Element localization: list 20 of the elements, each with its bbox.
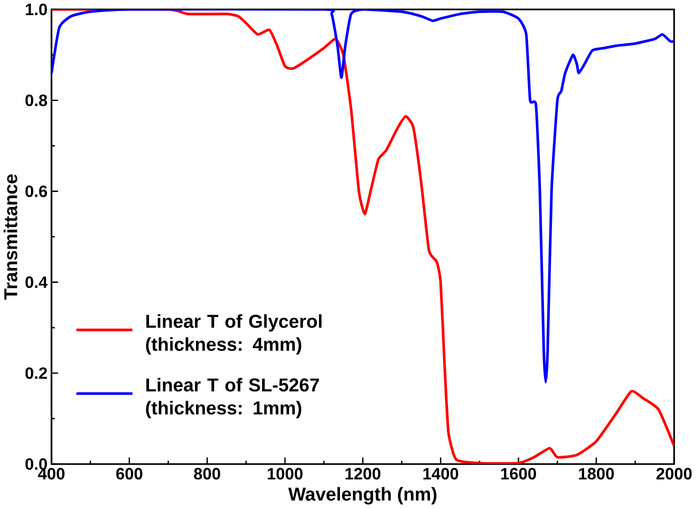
y-axis-title: Transmittance bbox=[4, 174, 18, 300]
y-tick-label: 1.0 bbox=[26, 4, 47, 16]
x-tick-label: 600 bbox=[116, 468, 142, 480]
x-tick-label: 1000 bbox=[268, 468, 303, 480]
line-series bbox=[51, 9, 674, 464]
x-tick-label: 400 bbox=[38, 468, 64, 480]
legend-label: Linear T of SL-5267 (thickness: 1mm) bbox=[146, 378, 319, 418]
legend-label: Linear T of Glycerol (thickness: 4mm) bbox=[146, 314, 322, 355]
y-tick-label: 0.0 bbox=[25, 458, 47, 470]
x-tick-label: 1200 bbox=[346, 468, 380, 480]
x-axis-title: Wavelength (nm) bbox=[288, 487, 436, 504]
y-tick-label: 0.8 bbox=[25, 94, 48, 106]
x-tick-label: 1600 bbox=[501, 468, 536, 480]
x-tick-label: 800 bbox=[194, 468, 220, 480]
x-tick-label: 1800 bbox=[579, 468, 614, 480]
y-tick-label: 0.6 bbox=[25, 185, 48, 198]
x-tick-label: 1400 bbox=[423, 468, 458, 480]
y-tick-label: 0.2 bbox=[25, 367, 47, 379]
x-tick-label: 2000 bbox=[656, 468, 692, 480]
y-tick-label: 0.4 bbox=[25, 276, 48, 288]
